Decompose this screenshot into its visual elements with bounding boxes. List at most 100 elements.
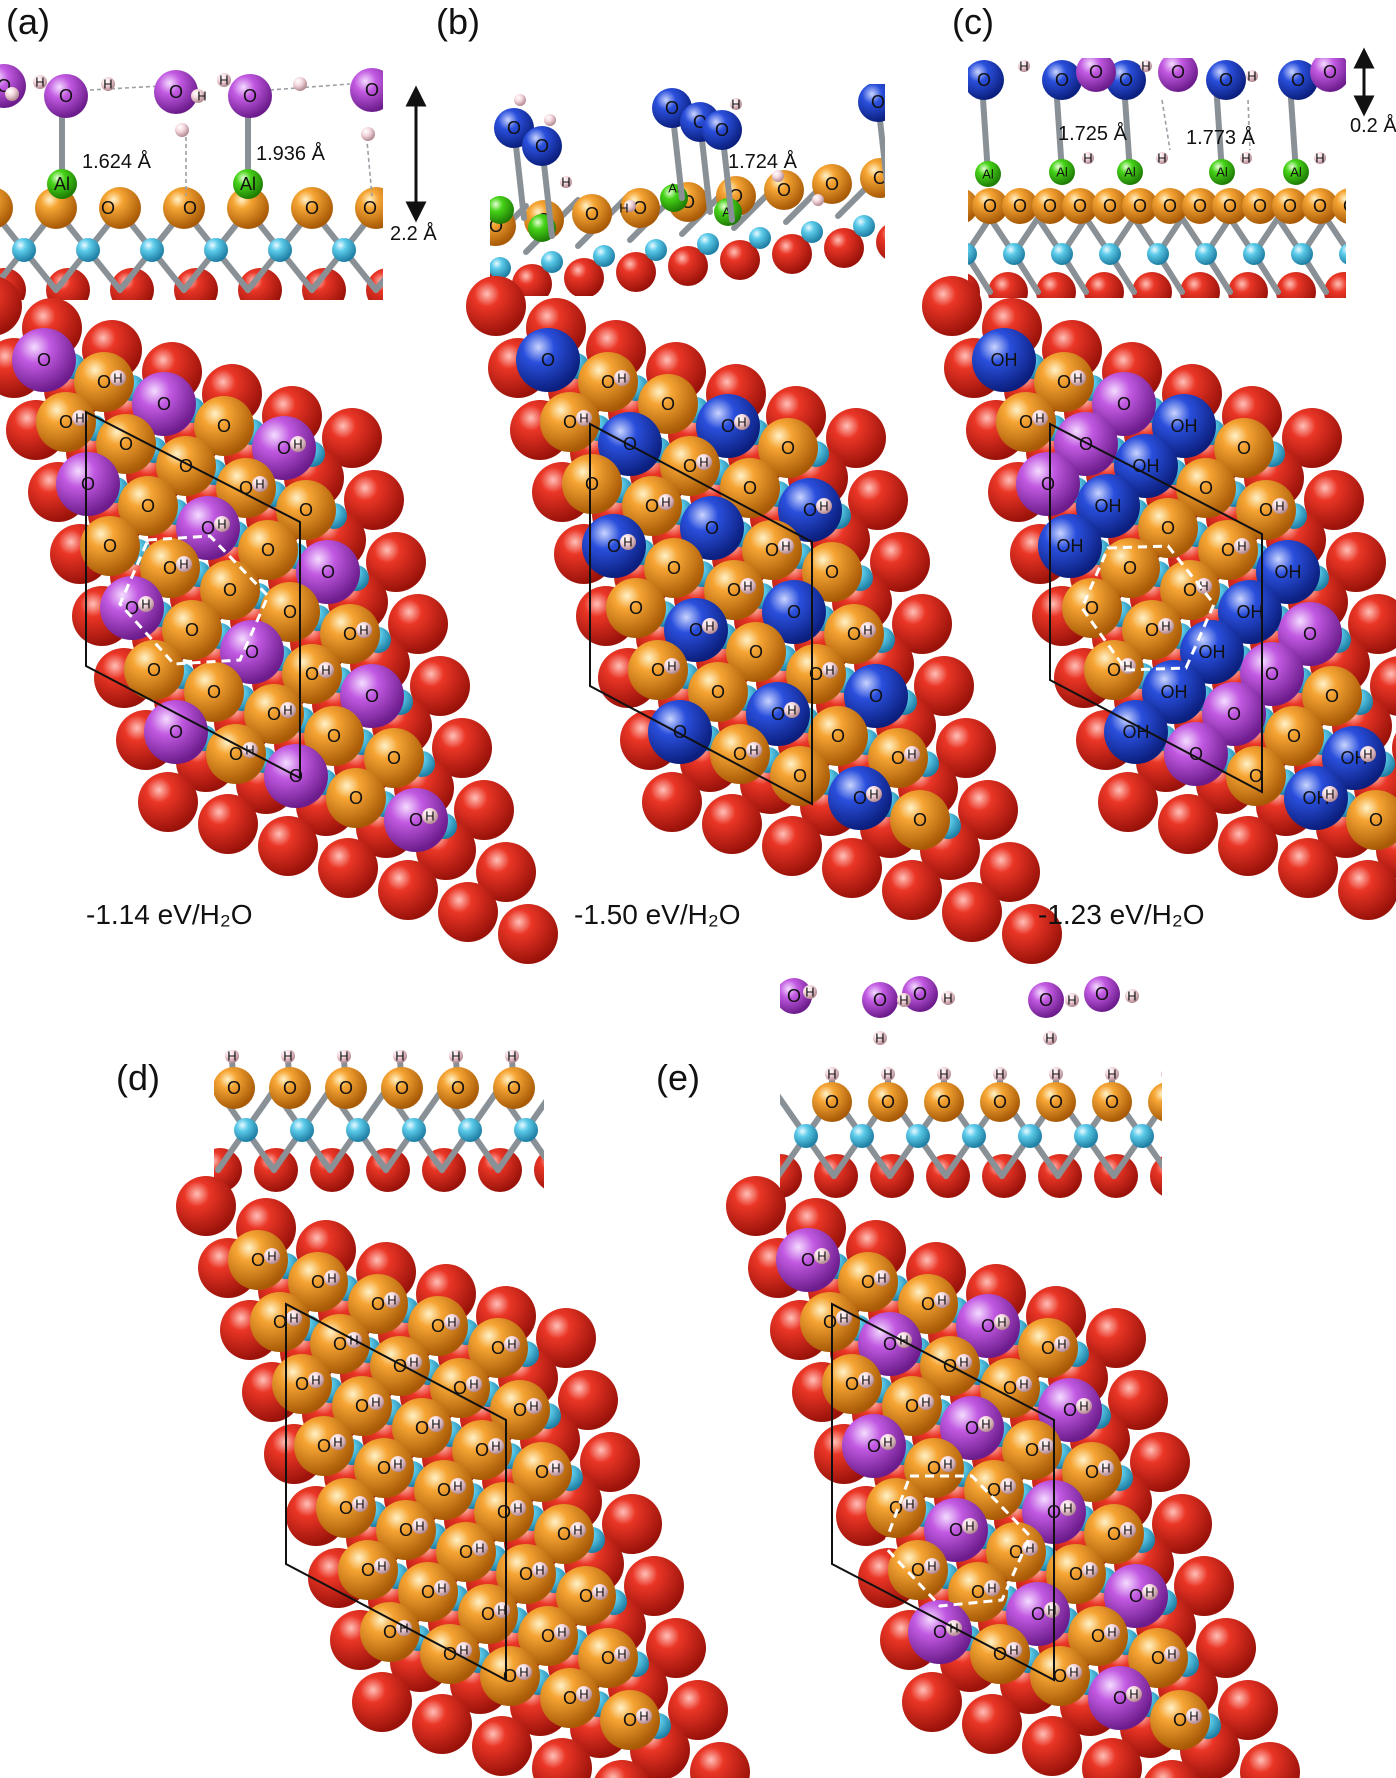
hydrogen-atom <box>1054 1336 1070 1352</box>
atom-symbol-label: O <box>1057 372 1071 392</box>
atom-symbol-label: O <box>361 1560 375 1580</box>
hydrogen-atom <box>175 123 189 137</box>
atom-symbol-label: O <box>1265 664 1279 684</box>
atom-symbol-label: OH <box>1237 602 1264 622</box>
hydrogen-atom <box>1217 1067 1231 1081</box>
hydrogen-atom <box>281 1050 295 1063</box>
substrate-oxygen-atom <box>1240 1742 1300 1778</box>
atom-symbol-label: H <box>475 1541 484 1556</box>
hydrogen-atom <box>450 1478 466 1494</box>
surface-oxygen-atom <box>452 1420 512 1480</box>
atom-symbol-label: O <box>733 744 747 764</box>
substrate-oxygen-atom <box>914 656 974 716</box>
metal-atom <box>1147 243 1169 265</box>
atom-symbol-label: H <box>245 743 254 758</box>
atom-symbol-label: O <box>59 412 73 432</box>
atom-symbol-label: O <box>965 1418 979 1438</box>
hydroxyl-oxygen-atom <box>1038 514 1102 578</box>
surface-oxygen-atom <box>1062 1442 1122 1502</box>
atom-symbol-label: H <box>731 97 740 112</box>
atom-symbol-label: O <box>557 1524 571 1544</box>
substrate-oxygen-atom <box>646 1618 706 1678</box>
hydrogen-atom <box>505 1050 519 1063</box>
hydrogen-atom <box>620 534 636 550</box>
hydrogen-atom <box>614 370 630 386</box>
atom-symbol-label: O <box>1217 1092 1231 1112</box>
hexagonal-ring-outline <box>1080 544 1216 672</box>
hydrogen-atom <box>1125 989 1139 1003</box>
atom-symbol-label: O <box>933 1622 947 1642</box>
bond <box>1213 81 1225 175</box>
surface-oxygen-atom <box>294 1416 354 1476</box>
aluminum-atom <box>1209 159 1235 185</box>
metal-atom <box>541 251 563 273</box>
surface-oxygen-atom <box>269 1067 311 1109</box>
atom-symbol-label: Al <box>240 174 256 194</box>
atom-symbol-label: H <box>705 619 714 634</box>
hydrogen-atom <box>1082 1562 1098 1578</box>
atom-symbol-label: O <box>393 1356 407 1376</box>
surface-oxygen-atom <box>1018 1318 1078 1378</box>
atom-symbol-label: O <box>395 1078 409 1098</box>
surface-oxygen-atom <box>282 644 342 704</box>
surface-oxygen-atom <box>0 188 13 228</box>
atom-symbol-label: O <box>377 1458 391 1478</box>
atom-symbol-label: O <box>927 1458 941 1478</box>
atom-symbol-label: H <box>377 1559 386 1574</box>
atom-symbol-label: O <box>141 496 155 516</box>
surface-oxygen-atom <box>80 516 140 576</box>
substrate-oxygen-atom <box>902 1672 962 1732</box>
hydrogen-atom <box>1142 1584 1158 1600</box>
surface-oxygen-atom <box>1346 790 1396 850</box>
atom-symbol-label: O <box>781 438 795 458</box>
atom-symbol-label: O <box>1123 558 1137 578</box>
atom-symbol-label: O <box>1193 196 1207 216</box>
bond <box>373 276 383 293</box>
atom-symbol-label: Al <box>1056 165 1068 180</box>
distance-label-a3: 2.2 Å <box>390 222 437 245</box>
atom-symbol-label: O <box>1145 620 1159 640</box>
atom-symbol-label: H <box>75 411 84 426</box>
atom-symbol-label: O <box>371 1294 385 1314</box>
surface-oxygen-atom <box>996 392 1056 452</box>
substrate-oxygen-atom <box>410 656 470 716</box>
hydrogen-atom <box>1272 498 1288 514</box>
atom-symbol-label: O <box>163 558 177 578</box>
hydrogen-atom <box>472 1540 488 1556</box>
metal-atom <box>140 238 164 262</box>
atom-symbol-label: O <box>409 810 423 830</box>
atom-symbol-label: O <box>689 620 703 640</box>
substrate-oxygen-atom <box>1392 733 1396 763</box>
atom-symbol-label: O <box>867 1436 881 1456</box>
atom-symbol-label: H <box>103 77 112 92</box>
surface-oxygen-atom <box>638 374 698 434</box>
atom-symbol-label: O <box>1053 1666 1067 1686</box>
atom-symbol-label: H <box>781 539 790 554</box>
atom-symbol-label: O <box>125 598 139 618</box>
atom-symbol-label: H <box>905 1497 914 1512</box>
atom-symbol-label: O <box>415 1418 429 1438</box>
substrate-oxygen-atom <box>378 860 438 920</box>
hydrogen-atom <box>176 556 192 572</box>
hydrogen-atom <box>860 622 876 638</box>
surface-oxygen-atom <box>163 187 205 229</box>
atom-symbol-label: O <box>343 624 357 644</box>
surface-oxygen-atom <box>1128 1628 1188 1688</box>
panel-e-top-view: O HO HO HO HO HO HO HO HO HO HO HO HO HO HO HO HO HO HO HO H… <box>726 1176 1300 1778</box>
surface-oxygen-atom <box>980 1082 1020 1122</box>
atom-symbol-label: O <box>905 1396 919 1416</box>
atom-symbol-label: O <box>251 1250 265 1270</box>
distance-label-c1: 1.725 Å <box>1058 122 1128 145</box>
atom-symbol-label: O <box>715 120 729 140</box>
atom-symbol-label: O <box>1107 1524 1121 1544</box>
atom-symbol-label: H <box>863 623 872 638</box>
atom-symbol-label: O <box>1031 1604 1045 1624</box>
atom-symbol-label: O <box>871 92 885 112</box>
surface-oxygen-atom <box>812 1082 852 1122</box>
surface-oxygen-atom <box>414 1460 474 1520</box>
substrate-oxygen-atom <box>826 408 886 468</box>
hydroxyl-oxygen-atom <box>1142 660 1206 724</box>
atom-symbol-label: O <box>1259 500 1273 520</box>
hydrogen-bond <box>269 83 351 91</box>
hydrogen-atom <box>740 578 756 594</box>
